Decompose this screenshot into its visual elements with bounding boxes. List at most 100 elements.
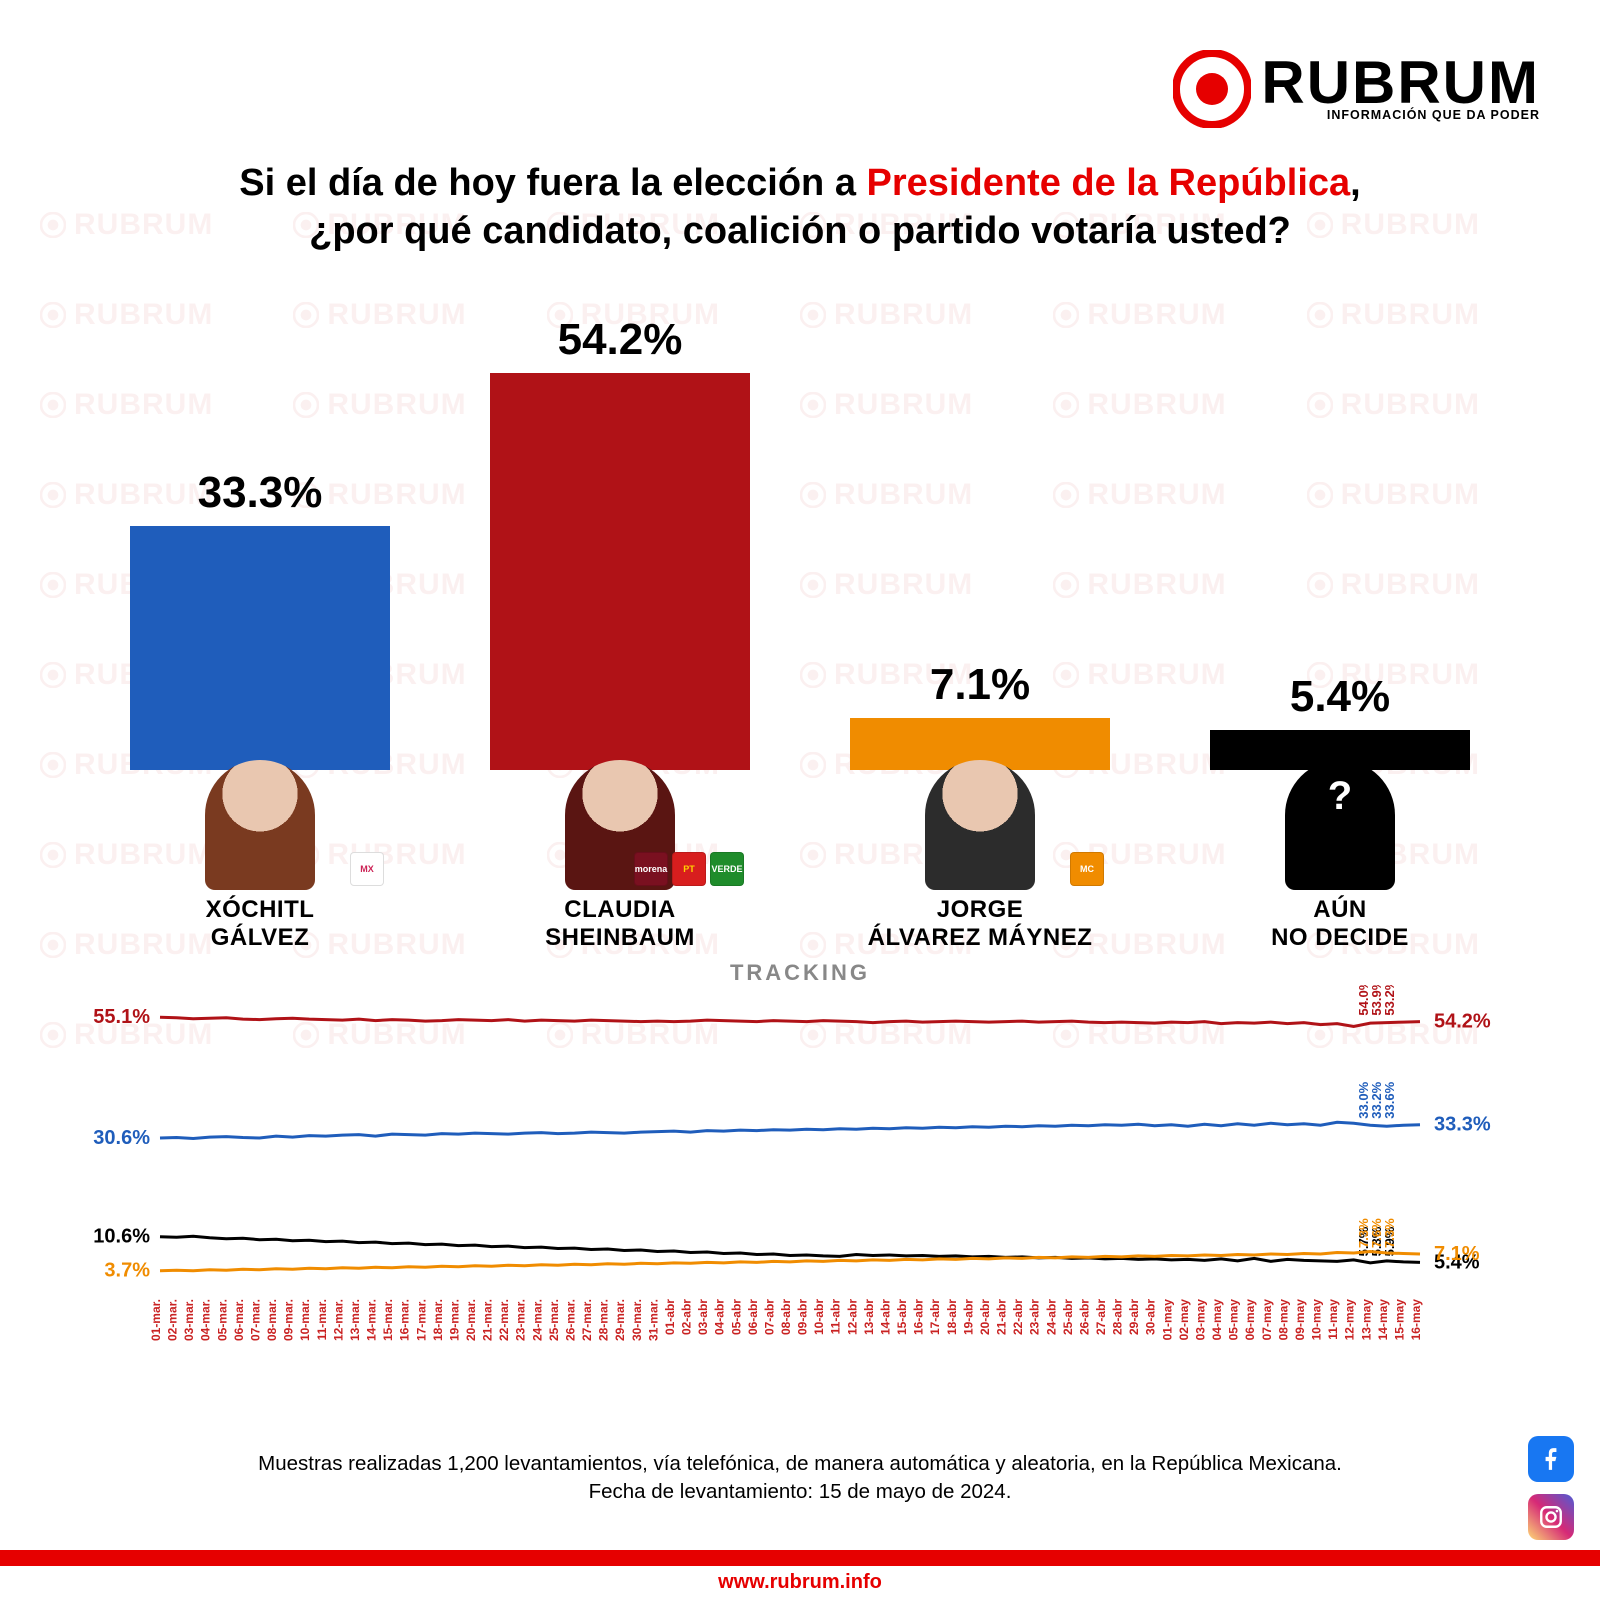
svg-text:14-abr: 14-abr xyxy=(878,1299,892,1335)
bar-undefined: 33.3% xyxy=(110,468,410,770)
svg-text:22-abr: 22-abr xyxy=(1011,1299,1025,1335)
svg-text:25-mar.: 25-mar. xyxy=(547,1299,561,1341)
candidate-name: JORGE ÁLVAREZ MÁYNEZ xyxy=(868,896,1093,952)
party-badge: PT xyxy=(672,852,706,886)
tracking-chart: 55.1%54.2%53.2%53.9%54.0%30.6%33.3%33.6%… xyxy=(70,985,1530,1365)
svg-text:01-may: 01-may xyxy=(1160,1299,1174,1341)
svg-text:31-mar.: 31-mar. xyxy=(646,1299,660,1341)
avatar-wrap xyxy=(1210,760,1470,890)
svg-text:04-mar.: 04-mar. xyxy=(199,1299,213,1341)
svg-text:33.6%: 33.6% xyxy=(1382,1081,1397,1118)
svg-text:33.2%: 33.2% xyxy=(1369,1081,1384,1118)
svg-text:7.3%: 7.3% xyxy=(1356,1218,1371,1248)
svg-text:23-mar.: 23-mar. xyxy=(514,1299,528,1341)
svg-text:07-abr: 07-abr xyxy=(762,1299,776,1335)
svg-text:01-abr: 01-abr xyxy=(663,1299,677,1335)
svg-text:01-mar.: 01-mar. xyxy=(149,1299,163,1341)
bar-value-label: 54.2% xyxy=(558,315,683,365)
svg-text:28-abr: 28-abr xyxy=(1111,1299,1125,1335)
site-url: www.rubrum.info xyxy=(0,1571,1600,1594)
brand-logo: RUBRUM INFORMACIÓN QUE DA PODER xyxy=(1173,50,1540,128)
candidate-name: AÚN NO DECIDE xyxy=(1271,896,1409,952)
svg-text:22-mar.: 22-mar. xyxy=(497,1299,511,1341)
svg-text:09-mar.: 09-mar. xyxy=(282,1299,296,1341)
footer-red-bar xyxy=(0,1550,1600,1566)
series-line xyxy=(160,1122,1420,1138)
svg-text:23-abr: 23-abr xyxy=(1028,1299,1042,1335)
svg-text:24-abr: 24-abr xyxy=(1044,1299,1058,1335)
svg-text:10-may: 10-may xyxy=(1310,1299,1324,1341)
svg-text:08-may: 08-may xyxy=(1276,1299,1290,1341)
svg-text:19-mar.: 19-mar. xyxy=(447,1299,461,1341)
svg-text:15-mar.: 15-mar. xyxy=(381,1299,395,1341)
svg-text:19-abr: 19-abr xyxy=(961,1299,975,1335)
target-icon xyxy=(1173,50,1251,128)
chart-title: Si el día de hoy fuera la elección a Pre… xyxy=(60,160,1540,255)
svg-text:27-abr: 27-abr xyxy=(1094,1299,1108,1335)
social-icons xyxy=(1528,1436,1574,1540)
svg-text:14-mar.: 14-mar. xyxy=(365,1299,379,1341)
svg-text:29-mar.: 29-mar. xyxy=(613,1299,627,1341)
svg-text:30-abr: 30-abr xyxy=(1144,1299,1158,1335)
svg-text:13-may: 13-may xyxy=(1359,1299,1373,1341)
title-em: Presidente de la República xyxy=(867,162,1351,204)
svg-text:03-abr: 03-abr xyxy=(696,1299,710,1335)
svg-text:03-may: 03-may xyxy=(1193,1299,1207,1341)
series-start-label: 3.7% xyxy=(104,1260,150,1282)
svg-text:12-abr: 12-abr xyxy=(845,1299,859,1335)
svg-text:15-abr: 15-abr xyxy=(895,1299,909,1335)
svg-text:02-abr: 02-abr xyxy=(680,1299,694,1335)
series-end-label: 54.2% xyxy=(1434,1011,1491,1033)
svg-text:15-may: 15-may xyxy=(1392,1299,1406,1341)
bar-value-label: 5.4% xyxy=(1290,672,1390,722)
party-badges: MX xyxy=(350,852,384,886)
avatar-wrap: MC xyxy=(850,760,1110,890)
svg-text:28-mar.: 28-mar. xyxy=(597,1299,611,1341)
title-pre: Si el día de hoy fuera la elección a xyxy=(239,162,866,204)
svg-text:17-abr: 17-abr xyxy=(928,1299,942,1335)
svg-text:7.3%: 7.3% xyxy=(1382,1218,1397,1248)
svg-text:14-may: 14-may xyxy=(1376,1299,1390,1341)
svg-text:05-abr: 05-abr xyxy=(729,1299,743,1335)
svg-text:33.0%: 33.0% xyxy=(1356,1081,1371,1118)
svg-text:05-mar.: 05-mar. xyxy=(215,1299,229,1341)
party-badge: MC xyxy=(1070,852,1104,886)
brand-tagline: INFORMACIÓN QUE DA PODER xyxy=(1327,110,1540,121)
svg-text:09-may: 09-may xyxy=(1293,1299,1307,1341)
party-badges: morenaPTVERDE xyxy=(634,852,744,886)
title-line2: ¿por qué candidato, coalición o partido … xyxy=(60,208,1540,256)
bar-rect xyxy=(130,526,390,770)
instagram-icon[interactable] xyxy=(1528,1494,1574,1540)
x-axis-labels: 01-mar.02-mar.03-mar.04-mar.05-mar.06-ma… xyxy=(149,1299,1423,1341)
svg-text:26-mar.: 26-mar. xyxy=(563,1299,577,1341)
svg-text:02-may: 02-may xyxy=(1177,1299,1191,1341)
svg-text:07-may: 07-may xyxy=(1260,1299,1274,1341)
facebook-icon[interactable] xyxy=(1528,1436,1574,1482)
party-badge: MX xyxy=(350,852,384,886)
svg-text:18-abr: 18-abr xyxy=(945,1299,959,1335)
series-start-label: 30.6% xyxy=(93,1127,150,1149)
candidate-name: XÓCHITL GÁLVEZ xyxy=(206,896,315,952)
svg-text:16-mar.: 16-mar. xyxy=(398,1299,412,1341)
series-start-label: 55.1% xyxy=(93,1006,150,1028)
recent-labels: 53.2%53.9%54.0% xyxy=(1356,985,1397,1016)
svg-text:10-abr: 10-abr xyxy=(812,1299,826,1335)
svg-text:17-mar.: 17-mar. xyxy=(414,1299,428,1341)
recent-labels: 33.6%33.2%33.0% xyxy=(1356,1081,1397,1118)
party-badges: MC xyxy=(1070,852,1104,886)
candidate-name: CLAUDIA SHEINBAUM xyxy=(545,896,695,952)
svg-text:21-mar.: 21-mar. xyxy=(481,1299,495,1341)
tracking-label: TRACKING xyxy=(0,960,1600,986)
svg-text:07-mar.: 07-mar. xyxy=(248,1299,262,1341)
svg-text:09-abr: 09-abr xyxy=(796,1299,810,1335)
recent-labels: 7.3%7.6%7.3% xyxy=(1356,1218,1397,1248)
candidate-cell: MC JORGE ÁLVAREZ MÁYNEZ xyxy=(830,760,1130,910)
candidate-cell: AÚN NO DECIDE xyxy=(1190,760,1490,910)
bar-value-label: 7.1% xyxy=(930,660,1030,710)
candidate-cell: morenaPTVERDE CLAUDIA SHEINBAUM xyxy=(470,760,770,910)
svg-text:08-mar.: 08-mar. xyxy=(265,1299,279,1341)
svg-text:02-mar.: 02-mar. xyxy=(166,1299,180,1341)
bar-value-label: 33.3% xyxy=(198,468,323,518)
series-line xyxy=(160,1236,1420,1263)
candidate-avatar xyxy=(205,760,315,890)
